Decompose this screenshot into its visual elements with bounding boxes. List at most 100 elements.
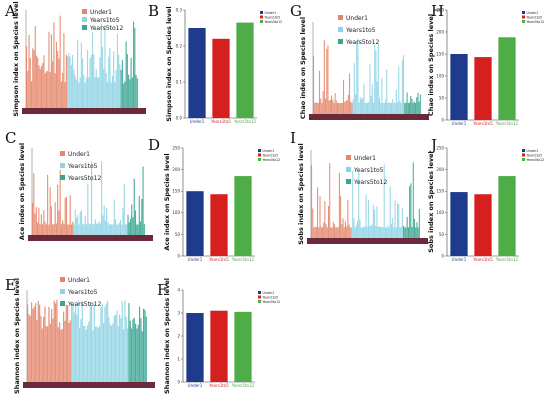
sample-bar — [69, 320, 71, 382]
sample-bar — [37, 57, 39, 108]
sample-bar — [104, 306, 106, 382]
sample-bar — [101, 46, 104, 108]
sample-bar — [406, 216, 408, 238]
sample-bar — [341, 102, 343, 114]
sample-bar — [73, 69, 75, 108]
sample-bar — [78, 224, 80, 235]
legend-swatch — [522, 153, 525, 157]
bar-under1 — [186, 191, 204, 256]
x-tick-label: Under1 — [188, 383, 203, 388]
sample-bar — [79, 77, 81, 108]
sample-bar — [75, 217, 78, 235]
sample-bar — [418, 208, 420, 238]
sample-bar — [315, 226, 317, 238]
sample-bar — [326, 48, 328, 114]
sample-bar — [335, 100, 337, 114]
y-tick-label: 0 — [177, 379, 180, 384]
sample-bar — [37, 300, 39, 382]
sample-bar — [346, 100, 348, 114]
sample-bar — [143, 308, 145, 382]
sample-bar — [133, 178, 135, 235]
sample-bar — [72, 55, 74, 108]
y-tick-label: 100 — [436, 210, 444, 215]
sample-bar — [393, 227, 395, 238]
legend-swatch — [60, 277, 65, 282]
sample-bar — [311, 165, 313, 238]
sample-bar — [385, 99, 387, 114]
sample-bar — [104, 220, 106, 235]
sample-bar — [67, 305, 69, 382]
x-tick-label: Years1to5 — [472, 121, 493, 126]
sample-bar — [411, 227, 413, 238]
sample-bar — [130, 57, 132, 108]
sample-bar — [339, 102, 341, 114]
legend-swatch — [346, 155, 351, 160]
sample-bar — [47, 326, 49, 382]
sample-bar — [85, 224, 88, 235]
sample-bar — [139, 221, 142, 235]
sample-bar — [55, 303, 57, 382]
legend-label: Years5to12 — [345, 39, 379, 46]
sample-bar — [390, 224, 393, 238]
legend-label: Under1 — [68, 151, 90, 158]
sample-bar — [76, 314, 78, 382]
panel-letter-J: J — [429, 136, 437, 154]
sample-bar — [90, 55, 92, 108]
sample-bar — [98, 76, 100, 108]
legend-label: Under1 — [265, 11, 277, 15]
sample-label-strip — [23, 382, 155, 388]
sample-bar — [352, 170, 354, 238]
sample-bar — [371, 224, 373, 238]
sample-bar — [115, 314, 117, 382]
legend-swatch — [258, 153, 261, 157]
sample-bar — [317, 187, 319, 238]
sample-bar — [106, 208, 108, 235]
sample-bar — [47, 70, 49, 108]
sample-bar — [331, 227, 333, 238]
y-tick-label: 50 — [175, 232, 181, 237]
sample-bar — [45, 71, 48, 108]
sample-bar — [120, 69, 122, 108]
sample-bar — [117, 224, 119, 235]
sample-bar — [38, 65, 40, 108]
panel-letter-E: E — [5, 276, 16, 294]
sample-bar — [417, 92, 419, 114]
sample-bar — [315, 102, 317, 114]
sample-bar — [97, 223, 99, 235]
y-tick-label: 0 — [177, 253, 180, 258]
sample-bar — [329, 162, 331, 238]
sample-bar — [31, 302, 33, 382]
sample-bar — [59, 170, 61, 235]
sample-bar — [355, 94, 357, 114]
y-tick-label: 2 — [177, 333, 180, 338]
sample-bar — [109, 224, 111, 235]
sample-bar — [68, 53, 70, 108]
sample-bar — [100, 307, 102, 382]
y-tick-label: 3 — [177, 310, 180, 315]
sample-bar — [61, 329, 63, 382]
x-tick-label: Years5to12 — [495, 257, 519, 262]
sample-bar — [141, 331, 143, 382]
sample-bar — [93, 223, 95, 235]
sample-bar — [91, 306, 93, 382]
sample-bar — [323, 40, 325, 114]
y-tick-label: 50 — [439, 232, 445, 237]
sample-label-strip — [307, 238, 428, 244]
sample-bar — [99, 223, 101, 235]
sample-bar — [337, 227, 339, 238]
sample-bar — [59, 15, 61, 108]
panel-B: B Simpson index on Species level 0.0 0.1 0.2… — [148, 2, 282, 124]
sample-bar — [369, 226, 371, 238]
sample-bar — [353, 218, 355, 238]
sample-bar — [108, 56, 110, 108]
sample-bar — [57, 327, 59, 382]
sample-bar — [386, 227, 388, 238]
sample-bar — [104, 25, 106, 109]
sample-bar — [375, 226, 377, 238]
sample-bar — [355, 224, 357, 238]
legend-swatch — [258, 149, 261, 152]
